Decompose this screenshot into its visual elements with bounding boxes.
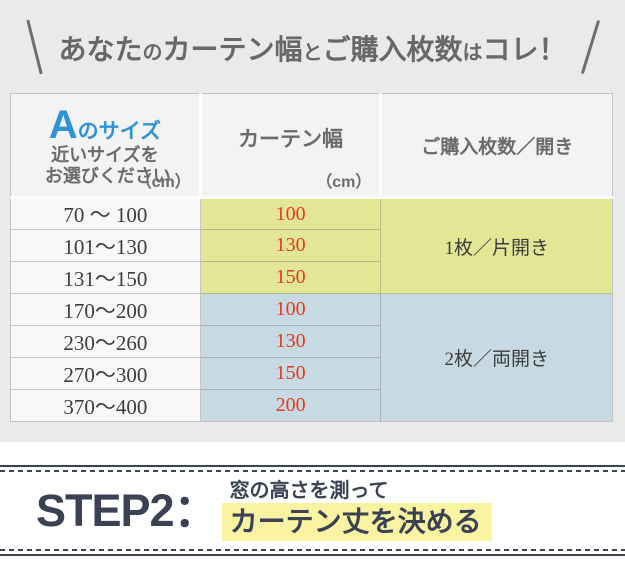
- size-range-cell: 370〜400: [10, 389, 201, 422]
- size-range-cell: 170〜200: [10, 293, 201, 326]
- curtain-size-guide-section: あなたのカーテン幅とご購入枚数はコレ！ Aのサイズ 近いサイズを お選びください…: [0, 0, 625, 442]
- purchase-group-cell: 1枚／片開き: [380, 197, 613, 294]
- size-range-cell: 101〜130: [10, 229, 201, 262]
- table-row: 370〜400 200: [10, 389, 613, 422]
- header-size-column: Aのサイズ 近いサイズを お選びください （cm）: [10, 93, 202, 199]
- step2-line1: 窓の高さを測って: [229, 480, 389, 502]
- section-title: あなたのカーテン幅とご購入枚数はコレ！: [58, 30, 566, 64]
- header-width-column: カーテン幅 （cm）: [200, 93, 383, 199]
- header-size-hint-1: 近いサイズを: [51, 145, 159, 166]
- curtain-width-cell: 150: [200, 357, 382, 390]
- size-a-label: A: [48, 103, 78, 148]
- table-header-row: Aのサイズ 近いサイズを お選びください （cm） カーテン幅 （cm） ご購入…: [10, 93, 613, 199]
- header-width-label: カーテン幅: [238, 128, 344, 151]
- step2-description: 窓の高さを測って カーテン丈を決める: [221, 479, 492, 541]
- title-part: コレ！: [482, 33, 567, 65]
- size-range-cell: 230〜260: [10, 325, 201, 358]
- header-size-title: Aのサイズ: [11, 105, 199, 145]
- size-range-cell: 131〜150: [10, 261, 201, 294]
- curtain-width-cell: 100: [200, 293, 382, 326]
- curtain-width-cell: 130: [200, 325, 382, 358]
- curtain-width-cell: 150: [200, 261, 382, 294]
- title-part: と: [302, 41, 323, 64]
- decorative-right-slash: [580, 19, 600, 74]
- step2-label: STEP2：: [36, 484, 219, 536]
- size-range-cell: 270〜300: [10, 357, 201, 390]
- curtain-size-table: Aのサイズ 近いサイズを お選びください （cm） カーテン幅 （cm） ご購入…: [10, 93, 613, 422]
- decorative-left-slash: [26, 18, 44, 75]
- title-part: ご購入枚数: [322, 33, 463, 65]
- curtain-width-cell: 100: [200, 197, 382, 230]
- table-row: 131〜150 150: [10, 261, 613, 294]
- header-size-unit: （cm）: [135, 174, 191, 191]
- table-row: 70 〜 100 100 1枚／片開き: [10, 197, 613, 294]
- title-part: あなた: [58, 33, 143, 65]
- step2-banner: STEP2： 窓の高さを測って カーテン丈を決める: [0, 465, 625, 556]
- header-count-label: ご購入枚数／開き: [421, 136, 574, 158]
- table-row: 101〜130 130: [10, 229, 613, 262]
- step2-line2-highlighted: カーテン丈を決める: [221, 503, 492, 541]
- title-part: カーテン幅: [162, 33, 303, 65]
- spacer: [0, 442, 625, 465]
- purchase-group-cell: 2枚／両開き: [380, 293, 613, 422]
- curtain-width-cell: 130: [200, 229, 382, 262]
- size-range-cell: 70 〜 100: [10, 197, 201, 230]
- title-part: の: [142, 41, 163, 64]
- title-part: は: [462, 41, 483, 64]
- curtain-width-cell: 200: [200, 389, 382, 422]
- size-a-suffix: のサイズ: [77, 120, 161, 144]
- header-count-column: ご購入枚数／開き: [380, 93, 613, 199]
- header-size-hint-2: お選びください: [44, 166, 171, 186]
- header-width-unit: （cm）: [316, 174, 372, 191]
- table-row: 170〜200 100 2枚／両開き: [10, 293, 613, 422]
- table-row: 230〜260 130: [10, 325, 613, 358]
- table-row: 270〜300 150: [10, 357, 613, 390]
- section-title-row: あなたのカーテン幅とご購入枚数はコレ！: [0, 0, 625, 93]
